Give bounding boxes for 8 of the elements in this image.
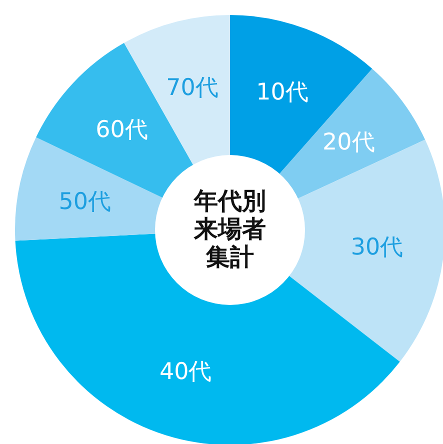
- slice-label: 60代: [96, 117, 148, 144]
- slice-label: 20代: [322, 130, 375, 156]
- slice-label: 70代: [166, 74, 218, 101]
- slice-label: 10代: [256, 80, 308, 106]
- slice-label: 40代: [159, 359, 212, 386]
- slice-label: 50代: [58, 188, 112, 215]
- text: 年代別来場者集計: [192, 187, 267, 271]
- slice-label: 30代: [350, 234, 404, 261]
